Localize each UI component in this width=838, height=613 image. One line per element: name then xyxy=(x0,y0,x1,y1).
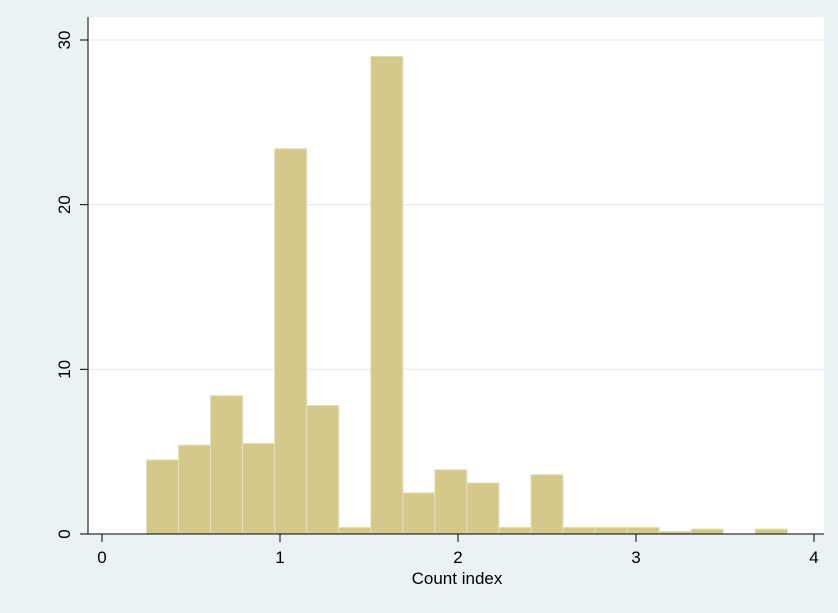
y-tick-label-3: 30 xyxy=(55,31,74,50)
histogram-bar-10 xyxy=(466,482,500,535)
x-axis-title: Count index xyxy=(412,569,503,588)
x-tick-label-4: 4 xyxy=(809,548,818,567)
histogram-bar-11 xyxy=(498,526,532,535)
histogram-bar-14 xyxy=(594,526,628,535)
histogram-bars xyxy=(146,55,788,535)
histogram-bar-15 xyxy=(626,526,660,535)
histogram-bar-13 xyxy=(562,526,596,535)
histogram-bar-5 xyxy=(306,405,340,535)
histogram-bar-6 xyxy=(338,526,372,535)
y-tick-label-0: 0 xyxy=(55,529,74,538)
histogram-bar-2 xyxy=(210,395,244,535)
histogram-bar-4 xyxy=(274,148,308,535)
histogram-bar-3 xyxy=(242,442,276,535)
y-tick-label-2: 20 xyxy=(55,195,74,214)
histogram-bar-8 xyxy=(402,492,436,535)
histogram-bar-12 xyxy=(530,474,564,535)
axes xyxy=(87,17,824,535)
x-tick-label-1: 1 xyxy=(275,548,284,567)
gridlines xyxy=(88,39,824,370)
x-tick-label-3: 3 xyxy=(631,548,640,567)
histogram-bar-0 xyxy=(146,459,180,535)
histogram-bar-17 xyxy=(690,528,724,535)
histogram-bar-1 xyxy=(178,444,212,535)
axis-ticks: 0 1 2 3 4 0 10 20 30 xyxy=(55,31,819,567)
x-tick-label-2: 2 xyxy=(453,548,462,567)
histogram-bar-19 xyxy=(754,528,788,535)
x-tick-label-0: 0 xyxy=(97,548,106,567)
histogram-bar-7 xyxy=(370,55,404,535)
y-tick-label-1: 10 xyxy=(55,360,74,379)
histogram-bar-9 xyxy=(434,469,468,535)
